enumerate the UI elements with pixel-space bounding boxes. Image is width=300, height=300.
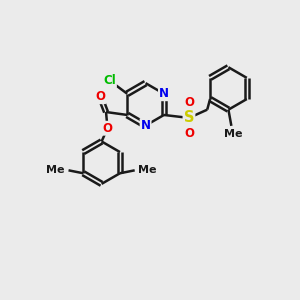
Text: N: N (141, 119, 151, 132)
Text: N: N (159, 87, 169, 100)
Text: O: O (184, 96, 195, 109)
Text: Me: Me (46, 165, 65, 175)
Text: O: O (184, 127, 195, 140)
Text: O: O (103, 122, 112, 135)
Text: Cl: Cl (103, 74, 116, 87)
Text: Me: Me (224, 129, 242, 139)
Text: S: S (184, 110, 194, 125)
Text: Me: Me (138, 165, 157, 175)
Text: O: O (95, 90, 105, 103)
